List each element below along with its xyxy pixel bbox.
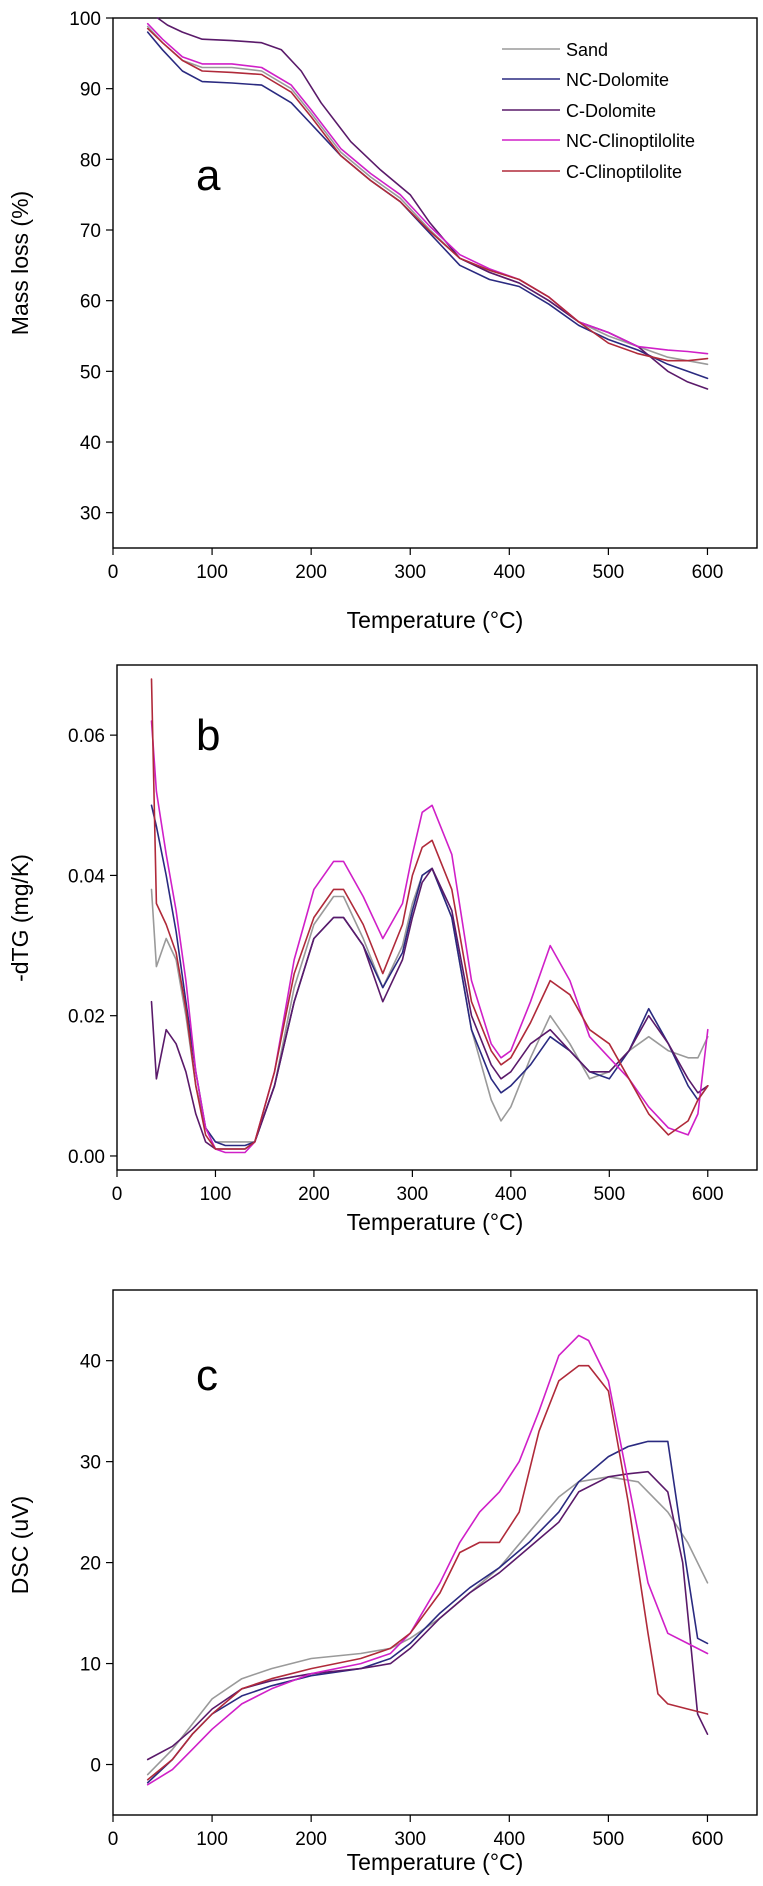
y-tick-label-a: 40 — [80, 433, 101, 454]
x-tick-label-c: 600 — [692, 1829, 724, 1850]
y-tick-label-a: 70 — [80, 221, 101, 242]
series-line-b-c-dolomite — [150, 867, 709, 1150]
x-tick-label-b: 100 — [200, 1184, 232, 1205]
legend: Sand NC-Dolomite C-Dolomite NC-Clinoptil… — [502, 40, 695, 182]
x-axis-title-b: Temperature (°C) — [347, 1209, 524, 1235]
series-line-b-nc-clinoptilolite — [150, 720, 709, 1154]
series-line-b-nc-dolomite — [150, 804, 709, 1147]
panel-letter-b: b — [196, 711, 220, 760]
y-axis-title-a: Mass loss (%) — [7, 191, 33, 335]
panel-c: 0 100 200 300 400 500 600 0 10 20 30 40 Temperature … — [7, 1289, 758, 1875]
y-tick-label-a: 100 — [69, 9, 101, 30]
y-tick-label-a: 90 — [80, 80, 101, 101]
x-tick-label-a: 300 — [394, 562, 426, 583]
y-axis-title-c: DSC (uV) — [7, 1496, 33, 1594]
y-tick-label-a: 60 — [80, 292, 101, 313]
legend-label-c-clinoptilolite: C-Clinoptilolite — [566, 162, 682, 182]
x-tick-label-c: 200 — [295, 1829, 327, 1850]
x-tick-label-a: 600 — [692, 562, 724, 583]
x-tick-label-c: 0 — [108, 1829, 119, 1850]
plot-area-b: 0 100 200 300 400 500 600 0.00 0.02 0.04 0.06 Tempe… — [7, 664, 758, 1235]
plot-area-a: 0 100 200 300 400 500 600 30 40 50 60 70 80 90 100 Temp… — [7, 9, 758, 633]
panel-letter-a: a — [196, 151, 221, 200]
plot-frame-c — [112, 1289, 758, 1816]
y-tick-label-c: 20 — [80, 1554, 101, 1575]
legend-label-nc-dolomite: NC-Dolomite — [566, 70, 669, 90]
y-tick-label-b: 0.04 — [68, 866, 105, 887]
plot-area-c: 0 100 200 300 400 500 600 0 10 20 30 40 Temperature … — [7, 1289, 758, 1875]
y-tick-label-a: 50 — [80, 362, 101, 383]
x-tick-label-c: 300 — [394, 1829, 426, 1850]
y-axis-title-b: -dTG (mg/K) — [7, 854, 33, 982]
x-tick-label-a: 400 — [493, 562, 525, 583]
y-tick-label-c: 10 — [80, 1655, 101, 1676]
y-tick-label-c: 30 — [80, 1453, 101, 1474]
x-tick-label-c: 400 — [493, 1829, 525, 1850]
legend-label-c-dolomite: C-Dolomite — [566, 101, 656, 121]
plot-frame-b — [116, 664, 758, 1171]
x-tick-label-a: 100 — [196, 562, 228, 583]
legend-label-nc-clinoptilolite: NC-Clinoptilolite — [566, 131, 695, 151]
x-axis-title-c: Temperature (°C) — [347, 1849, 524, 1875]
x-tick-label-a: 500 — [593, 562, 625, 583]
x-tick-label-c: 100 — [196, 1829, 228, 1850]
series-line-b-c-clinoptilolite — [150, 678, 709, 1150]
y-tick-label-c: 40 — [80, 1352, 101, 1373]
series-line-c-c-clinoptilolite — [146, 1364, 709, 1781]
panel-letter-c: c — [196, 1351, 218, 1400]
x-tick-label-b: 400 — [495, 1184, 527, 1205]
y-tick-label-b: 0.00 — [68, 1147, 105, 1168]
x-tick-label-c: 500 — [593, 1829, 625, 1850]
series-line-c-nc-dolomite — [146, 1440, 709, 1784]
panel-b: 0 100 200 300 400 500 600 0.00 0.02 0.04 0.06 Tempe… — [7, 664, 758, 1235]
series-line-a-nc-clinoptilolite — [146, 22, 709, 355]
plot-frame-a — [112, 17, 758, 549]
x-tick-label-b: 500 — [593, 1184, 625, 1205]
x-tick-label-b: 300 — [397, 1184, 429, 1205]
x-tick-label-a: 200 — [295, 562, 327, 583]
series-line-b-sand — [150, 867, 709, 1143]
series-line-c-c-dolomite — [146, 1470, 709, 1761]
series-line-a-sand — [146, 25, 709, 366]
series-line-c-nc-clinoptilolite — [146, 1334, 709, 1786]
x-axis-title-a: Temperature (°C) — [347, 607, 524, 633]
series-line-a-c-clinoptilolite — [146, 27, 709, 362]
y-tick-label-a: 80 — [80, 150, 101, 171]
x-tick-label-b: 0 — [112, 1184, 123, 1205]
y-tick-label-b: 0.02 — [68, 1007, 105, 1028]
panel-a: 0 100 200 300 400 500 600 30 40 50 60 70 80 90 100 Temp… — [7, 9, 758, 633]
x-tick-label-a: 0 — [108, 562, 119, 583]
legend-label-sand: Sand — [566, 40, 608, 60]
y-tick-label-a: 30 — [80, 504, 101, 525]
y-tick-label-c: 0 — [90, 1756, 101, 1777]
y-tick-label-b: 0.06 — [68, 726, 105, 747]
x-tick-label-b: 200 — [298, 1184, 330, 1205]
x-tick-label-b: 600 — [692, 1184, 724, 1205]
